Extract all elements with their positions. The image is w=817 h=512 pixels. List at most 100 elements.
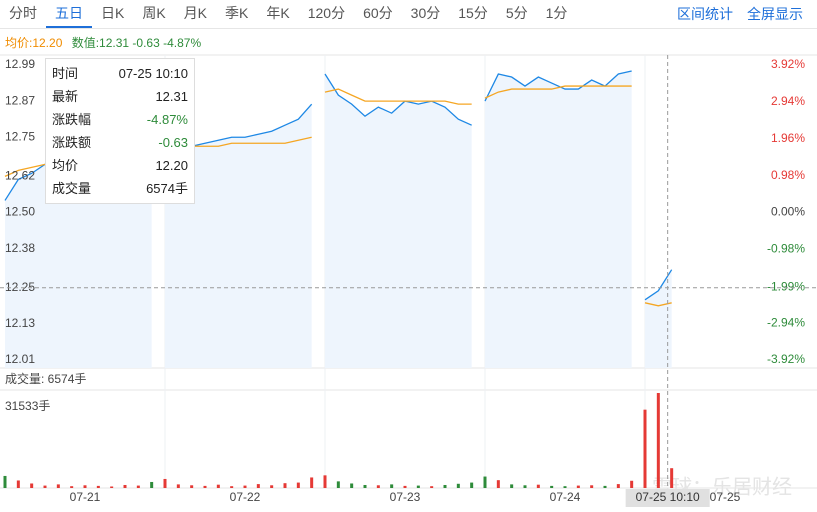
tooltip-row: 时间 07-25 10:10 [46, 62, 194, 85]
volume-bar [363, 484, 367, 488]
y-tick-label: 12.75 [5, 129, 35, 143]
tool-button[interactable]: 全屏显示 [747, 6, 803, 22]
tooltip-value: 12.31 [155, 89, 188, 104]
volume-bar [43, 485, 47, 488]
volume-bar [550, 485, 554, 488]
volume-bar [510, 484, 514, 488]
y-tick-label: 12.50 [5, 205, 35, 219]
legend-avg: 均价:12.20 [5, 36, 63, 50]
volume-bar [430, 486, 434, 488]
tab[interactable]: 15分 [458, 5, 488, 21]
y-tick-label: 12.87 [5, 93, 35, 107]
y2-tick-label: 2.94% [771, 94, 805, 108]
volume-bar [563, 486, 567, 488]
tooltip-value: 12.20 [155, 158, 188, 173]
y2-tick-label: -3.92% [767, 352, 805, 366]
volume-bar [16, 480, 20, 488]
y2-tick-label: 3.92% [771, 57, 805, 71]
volume-bar [576, 485, 580, 488]
legend: 均价:12.20 数值:12.31 -0.63 -4.87% [5, 34, 201, 51]
tab[interactable]: 日K [101, 5, 125, 21]
tab[interactable]: 30分 [410, 5, 441, 21]
volume-bar [56, 484, 60, 488]
volume-label: 成交量: 6574手 [5, 371, 86, 386]
x-tick-label: 07-24 [550, 490, 581, 504]
volume-bar [656, 393, 660, 488]
volume-bar [70, 486, 74, 488]
volume-bar [390, 484, 394, 488]
y-tick-label: 12.99 [5, 57, 35, 71]
volume-bar [83, 485, 87, 488]
volume-bar [296, 482, 300, 488]
volume-bar [630, 480, 634, 488]
tool-button[interactable]: 区间统计 [677, 6, 733, 22]
volume-bar [150, 481, 154, 488]
tab[interactable]: 周K [142, 5, 166, 21]
volume-bar [176, 484, 180, 488]
tooltip-value: 07-25 10:10 [118, 66, 188, 81]
tooltip-row: 均价 12.20 [46, 154, 194, 177]
volume-bar [203, 485, 207, 488]
tab[interactable]: 60分 [363, 5, 393, 21]
y2-tick-label: 0.00% [771, 205, 805, 219]
tab[interactable]: 月K [183, 5, 208, 21]
volume-bar [350, 483, 354, 488]
volume-bar [270, 485, 274, 488]
volume-bar [470, 482, 474, 488]
tools: 区间统计 全屏显示 [677, 0, 803, 28]
y2-tick-label: 0.98% [771, 168, 805, 182]
y2-tick-label: 1.96% [771, 131, 805, 145]
tab[interactable]: 五日 [46, 0, 92, 28]
volume-bar [483, 476, 487, 488]
volume-bar [376, 485, 380, 488]
volume-bar [536, 484, 540, 488]
crosshair-label: 07-25 10:10 [636, 490, 700, 504]
tab[interactable]: 分时 [9, 5, 37, 21]
volume-bar [96, 485, 100, 488]
volume-bar [443, 484, 447, 488]
volume-bar [323, 475, 327, 488]
volume-bar [110, 486, 114, 488]
tab[interactable]: 1分 [545, 5, 568, 21]
legend-value: 数值:12.31 -0.63 -4.87% [71, 36, 202, 50]
y-tick-label: 12.38 [5, 241, 35, 255]
tooltip: 时间 07-25 10:10 最新 12.31 涨跌幅 -4.87% 涨跌额 -0.63 均价 1… [45, 58, 195, 204]
volume-bar [416, 485, 420, 488]
y2-tick-label: -2.94% [767, 315, 805, 329]
tooltip-row: 成交量 6574手 [46, 177, 194, 200]
tooltip-row: 涨跌幅 -4.87% [46, 108, 194, 131]
tooltip-value: -0.63 [158, 135, 188, 150]
tooltip-value: 6574手 [146, 181, 188, 196]
x-tick-label: 07-22 [230, 490, 261, 504]
volume-bar [616, 484, 620, 488]
y2-tick-label: -0.98% [767, 242, 805, 256]
y-tick-label: 12.62 [5, 169, 35, 183]
tab[interactable]: 5分 [505, 5, 528, 21]
volume-bar [670, 468, 674, 488]
tab[interactable]: 120分 [307, 5, 346, 21]
volume-bar [243, 485, 247, 488]
volume-bar [256, 484, 260, 488]
tooltip-value: -4.87% [146, 112, 188, 127]
volume-bar [310, 477, 314, 488]
volume-bar [523, 485, 527, 488]
volume-bar [136, 485, 140, 488]
volume-tick-label: 31533手 [5, 399, 50, 413]
y-tick-label: 12.01 [5, 352, 35, 366]
tooltip-key: 涨跌幅 [52, 112, 92, 127]
crosshair-label-bg [625, 489, 710, 507]
volume-bar [496, 480, 500, 488]
volume-bar [283, 483, 287, 488]
tooltip-key: 均价 [52, 158, 79, 173]
tab[interactable]: 季K [225, 5, 249, 21]
x-tick-label: 07-25 [710, 490, 741, 504]
y-tick-label: 12.13 [5, 316, 35, 330]
tooltip-key: 涨跌额 [52, 135, 92, 150]
tab[interactable]: 年K [266, 5, 290, 21]
volume-bar [643, 409, 647, 488]
volume-bar [3, 475, 7, 488]
volume-bar [190, 485, 194, 488]
volume-bar [336, 481, 340, 488]
volume-bar [123, 484, 127, 488]
